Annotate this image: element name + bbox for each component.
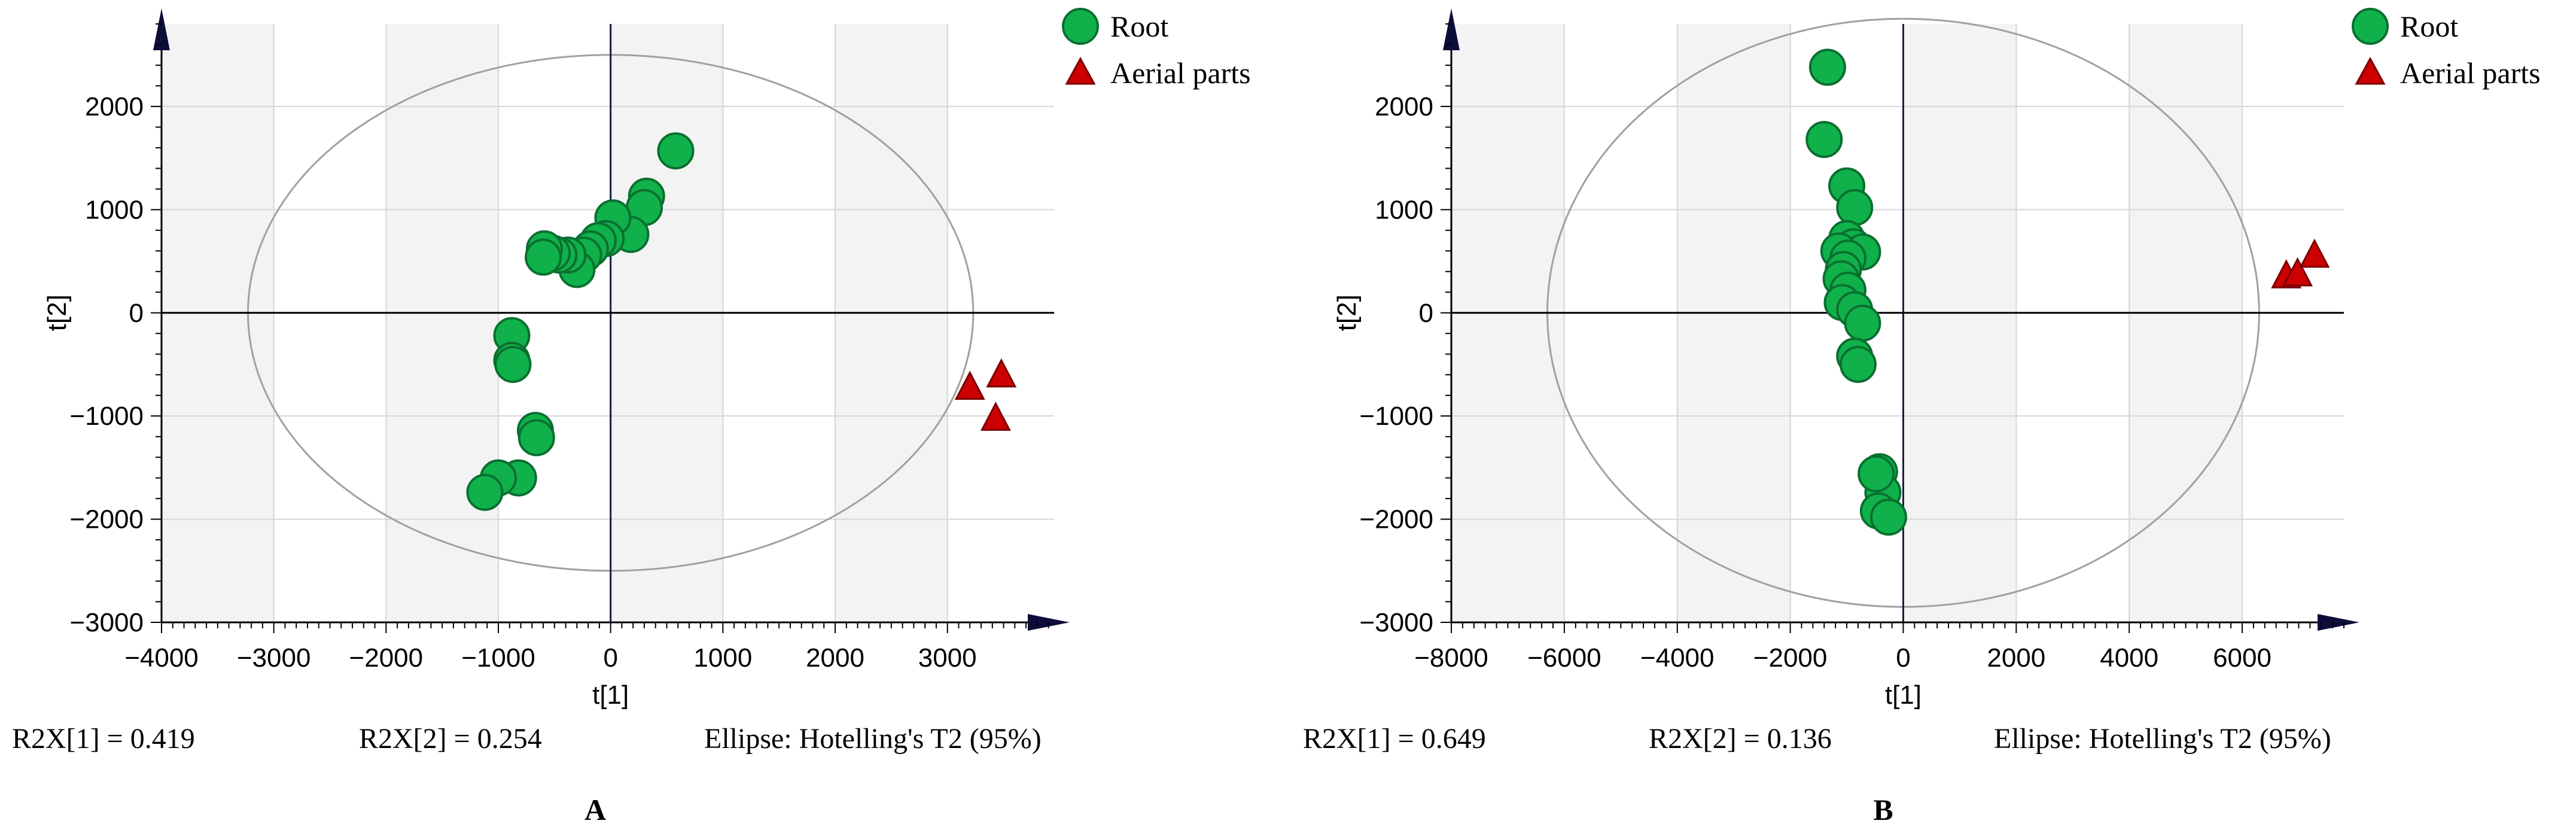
chart-panel-b: −8000 −6000 −4000 −2000 0 2000 4000 6000 −3000 −2… [1303,8,2541,826]
legend: Root Aerial parts [1062,8,1251,90]
x-tick-label: 1000 [693,643,752,673]
legend-label: Aerial parts [1110,56,1251,90]
y-axis-arrow [1443,8,1460,50]
x-tick-label: 0 [1896,643,1910,673]
legend-label: Root [1110,10,1168,43]
y-tick-label: 1000 [85,195,144,224]
x-tick-label: −6000 [1527,643,1601,673]
x-tick-label: −2000 [349,643,424,673]
data-point-root [1836,189,1874,226]
y-axis-title: t[2] [1332,294,1362,331]
y-tick-label: −3000 [1359,608,1433,637]
x-tick-label: 4000 [2100,643,2158,673]
data-point-aerial-parts [986,358,1017,388]
x-tick-label: −4000 [124,643,199,673]
x-axis-title: t[1] [592,680,629,710]
r2x1-label: R2X[1] = 0.649 [1303,723,1486,755]
y-tick-label: 1000 [1375,195,1433,224]
data-point-root [1805,121,1843,159]
y-tick-label: 2000 [85,92,144,121]
data-point-root [525,238,562,276]
x-axis-title: t[1] [1885,680,1922,710]
legend-aerial-marker [1065,56,1096,85]
x-tick-label: 2000 [806,643,864,673]
data-point-aerial-parts [954,370,985,400]
x-tick-label: −1000 [461,643,535,673]
data-point-root [1869,498,1907,536]
x-tick-label: −3000 [237,643,311,673]
r2x2-label: R2X[2] = 0.136 [1649,723,1832,755]
plot-band [1677,24,1791,622]
legend-label: Root [2400,10,2458,43]
ellipse-caption: Ellipse: Hotelling's T2 (95%) [704,723,1042,755]
x-axis-arrow [2318,614,2359,631]
data-point-root [1808,48,1846,86]
plot-band [610,24,723,622]
plot-band [1903,24,2017,622]
y-tick-label: −1000 [69,402,144,431]
data-point-root [1839,345,1877,383]
y-tick-label: 0 [1419,299,1433,328]
data-point-root [657,132,695,170]
data-point-root [1844,305,1881,342]
legend-label: Aerial parts [2400,56,2541,90]
data-point-root [517,419,555,457]
legend-root-marker [1062,8,1099,45]
y-tick-label: 2000 [1375,92,1433,121]
r2x1-label: R2X[1] = 0.419 [12,723,195,755]
x-tick-label: 3000 [918,643,977,673]
data-point-root [1858,455,1895,492]
legend-aerial-marker [2355,56,2386,85]
plot-band [1451,24,1564,622]
x-tick-label: −2000 [1753,643,1828,673]
y-tick-label: −2000 [1359,505,1433,534]
panel-label: B [1873,793,1893,826]
data-point-aerial-parts [2282,257,2313,287]
legend-root-marker [2352,8,2389,45]
data-point-aerial-parts [980,402,1011,431]
chart-panel-a: −4000 −3000 −2000 −1000 0 1000 2000 3000 −3000 −2… [12,8,1251,826]
ellipse-caption: Ellipse: Hotelling's T2 (95%) [1994,723,2331,755]
y-tick-label: −2000 [69,505,144,534]
legend: Root Aerial parts [2352,8,2541,90]
plot-band [162,24,274,622]
plot-band [835,24,948,622]
x-tick-label: −4000 [1640,643,1715,673]
x-tick-label: 0 [603,643,617,673]
plot-band [386,24,499,622]
plot-band [2129,24,2243,622]
y-tick-label: −1000 [1359,402,1433,431]
r2x2-label: R2X[2] = 0.254 [359,723,542,755]
x-tick-label: 6000 [2213,643,2271,673]
panel-label: A [584,793,606,826]
y-tick-label: −3000 [69,608,144,637]
y-axis-arrow [153,8,170,50]
data-point-aerial-parts [2299,238,2330,268]
x-tick-label: 2000 [1987,643,2045,673]
y-axis-title: t[2] [42,294,72,331]
data-point-root [466,473,504,511]
x-tick-label: −8000 [1414,643,1488,673]
data-point-root [494,345,532,383]
y-tick-label: 0 [129,299,144,328]
